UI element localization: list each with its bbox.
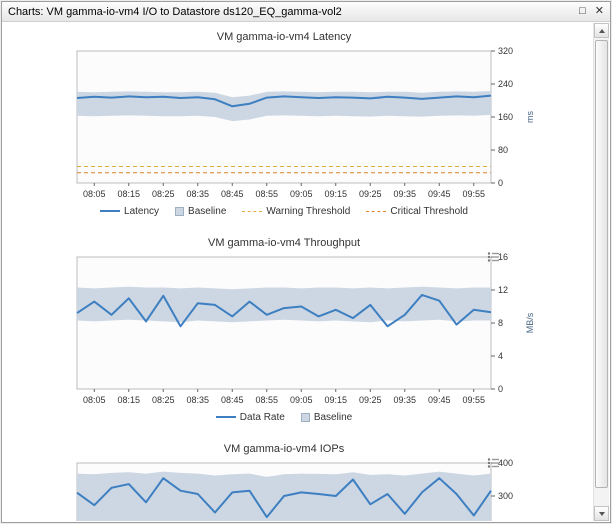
iops-chart: VM gamma-io-vm4 IOPs 010020030040008:050… [9,443,559,521]
x-tick-label: 09:05 [290,395,313,405]
baseline-band [77,286,491,323]
legend-label: Latency [124,205,160,217]
series-line [76,477,492,519]
chart-title: VM gamma-io-vm4 Latency [216,31,352,43]
x-tick-label: 09:15 [324,395,347,405]
box-marker-icon [300,412,310,422]
x-tick-label: 08:05 [83,395,106,405]
throughput-chart: VM gamma-io-vm4 Throughput 0 4 8 12 16 MB/s 08… [9,237,559,425]
dash-critical-marker-icon [366,210,387,212]
x-tick-label: 09:15 [324,189,347,199]
x-tick-label: 09:25 [359,189,382,199]
plot-area [76,256,492,390]
x-tick-label: 08:35 [186,395,209,405]
legend-label: Data Rate [239,411,285,423]
chart-options-icon[interactable] [487,457,501,470]
close-icon[interactable]: ✕ [594,5,604,17]
y-axis-unit-label: MB/s [525,312,535,333]
x-tick-label: 08:15 [117,395,140,405]
latency-chart: VM gamma-io-vm4 Latency 0 80 160 240 320 ms 08… [9,31,559,219]
y-tick-label: 0 [498,384,503,394]
x-tick-label: 09:55 [462,395,485,405]
y-tick-label: 320 [498,47,513,56]
x-tick-label: 09:55 [462,189,485,199]
x-tick-label: 08:45 [221,395,244,405]
y-tick-label: 160 [498,112,513,122]
legend-item: Data Rate [215,411,285,423]
x-tick-label: 09:35 [393,189,416,199]
dash-warning-marker-icon [242,210,263,212]
y-tick-label: 240 [498,79,513,89]
y-tick-label: 12 [498,285,508,295]
maximize-icon[interactable]: □ [579,5,586,17]
y-tick-label: 16 [498,253,508,262]
chart-legend: Latency Baseline Warning Threshold Critical… [9,203,559,219]
x-tick-label: 08:15 [117,189,140,199]
legend-item: Latency [100,206,159,217]
legend-item: Baseline [175,206,226,217]
chart-title: VM gamma-io-vm4 Throughput [207,237,361,249]
y-tick-label: 4 [498,351,503,361]
list-icon [487,252,499,262]
series-line [76,293,492,328]
x-tick-label: 09:45 [428,395,451,405]
y-axis-unit-label: ms [525,111,535,123]
x-tick-label: 08:35 [186,189,209,199]
legend-label: Baseline [188,205,227,217]
legend-item: Warning Threshold [242,206,350,217]
y-tick-label: 80 [498,145,508,155]
x-tick-label: 09:25 [359,395,382,405]
x-tick-label: 08:25 [152,395,175,405]
x-tick-label: 09:05 [290,189,313,199]
x-tick-label: 09:45 [428,189,451,199]
x-tick-label: 08:45 [221,189,244,199]
box-marker-icon [175,206,185,216]
legend-label: Warning Threshold [266,205,351,217]
x-tick-label: 08:25 [152,189,175,199]
chart-options-icon[interactable] [487,251,501,264]
line-marker-icon [100,210,121,212]
x-tick-label: 08:55 [255,189,278,199]
plot-area [76,50,492,184]
scroll-up-icon [598,28,605,33]
chart-canvas: 0 80 160 240 320 ms 08:05 08:15 08:25 08:35 08:45 0… [76,47,535,199]
legend-item: Baseline [300,411,353,423]
chart-legend: Data Rate Baseline [9,409,559,425]
scroll-down-icon [598,511,605,516]
line-marker-icon [215,416,236,418]
chart-title: VM gamma-io-vm4 IOPs [223,443,345,455]
y-tick-label: 8 [498,318,503,328]
x-tick-label: 09:35 [393,395,416,405]
x-tick-label: 08:05 [83,189,106,199]
legend-item: Critical Threshold [366,206,468,217]
legend-label: Baseline [313,411,353,423]
scroll-up-button[interactable] [594,23,609,38]
window-titlebar: Charts: VM gamma-io-vm4 I/O to Datastore… [2,2,610,22]
charts-content: VM gamma-io-vm4 Latency 0 80 160 240 320 ms 08… [3,23,593,521]
y-tick-label: 400 [498,459,513,468]
scroll-down-button[interactable] [594,506,609,521]
list-icon [487,458,499,468]
y-tick-label: 300 [498,491,513,501]
window-title: Charts: VM gamma-io-vm4 I/O to Datastore… [8,5,342,18]
series-line [76,94,492,108]
x-tick-label: 08:55 [255,395,278,405]
chart-canvas: 010020030040008:0508:1508:2508:3508:4508… [76,459,513,521]
y-tick-label: 0 [498,178,503,188]
scrollbar-thumb[interactable] [595,40,608,488]
chart-canvas: 0 4 8 12 16 MB/s 08:05 08:15 08:25 08:35 08:45 08:5… [76,253,535,405]
legend-label: Critical Threshold [390,205,468,217]
vertical-scrollbar[interactable] [593,23,609,521]
